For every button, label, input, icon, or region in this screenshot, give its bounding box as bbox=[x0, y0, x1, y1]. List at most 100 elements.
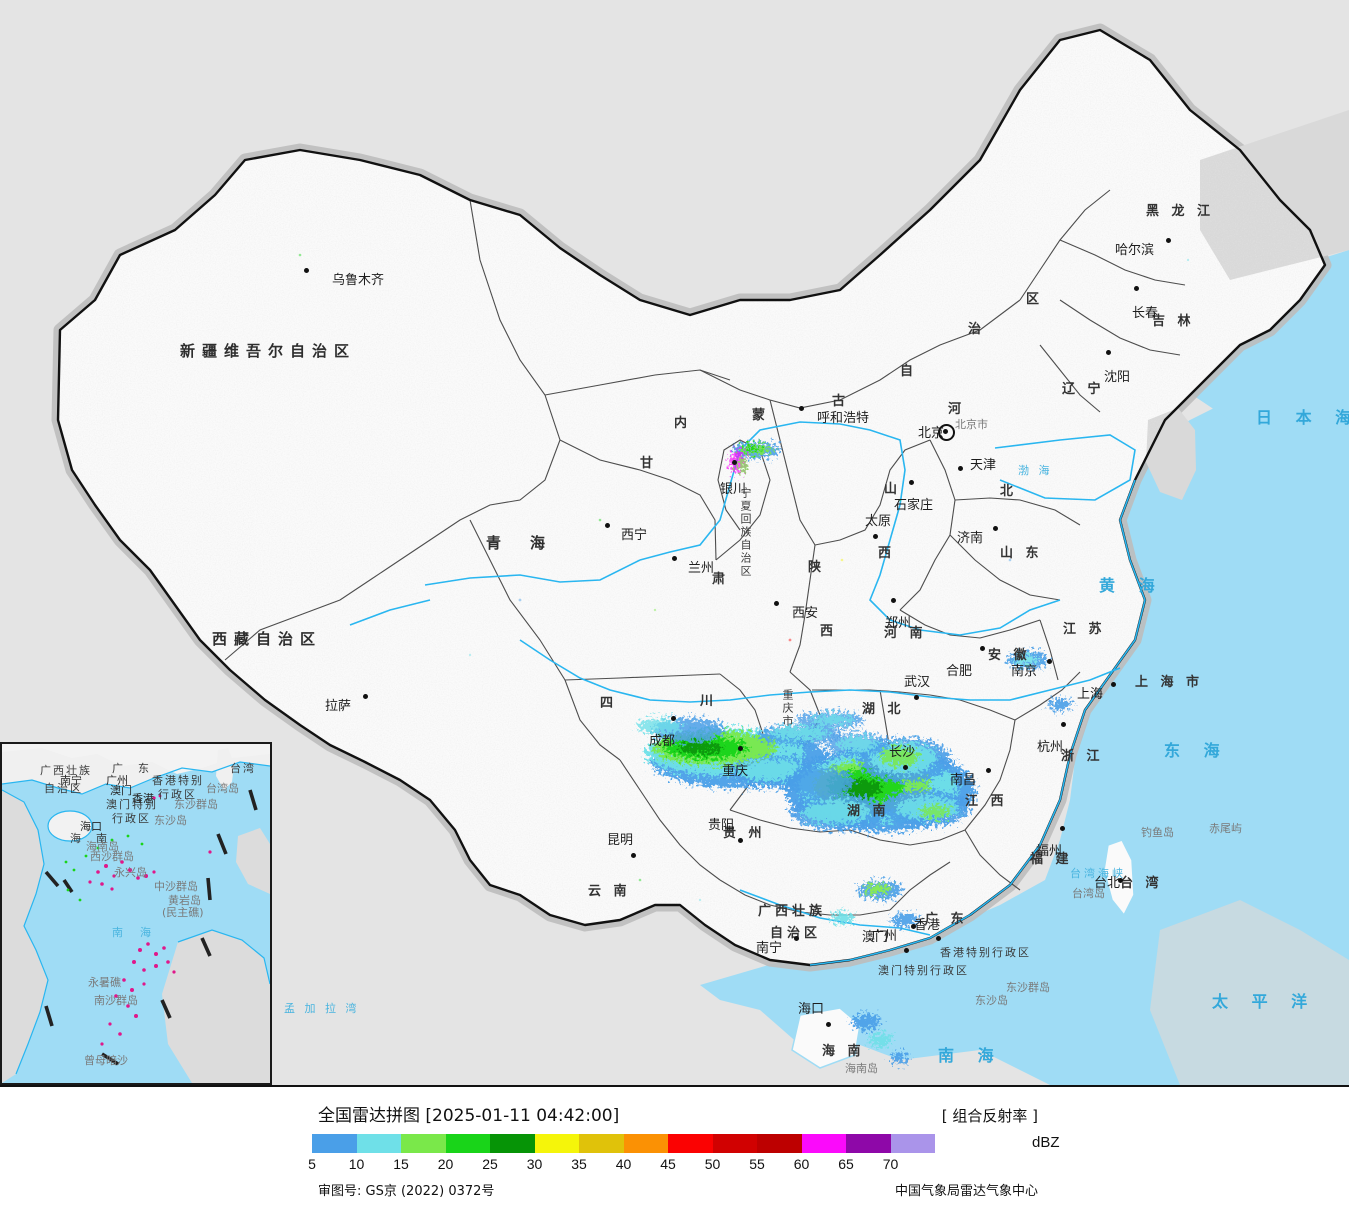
inset-label-25: 南沙群岛 bbox=[94, 994, 138, 1007]
map-canvas[interactable]: 新疆维吾尔自治区 西藏自治区青 海内蒙古自治区黑 龙 江吉 林辽 宁河北山西山 东… bbox=[0, 0, 1349, 1085]
province-label-4: 蒙 bbox=[752, 408, 770, 423]
sea-label-3: 太 平 洋 bbox=[1212, 992, 1317, 1011]
province-label-25: 上 海 市 bbox=[1135, 675, 1204, 690]
inset-label-24: 永暑礁 bbox=[88, 976, 121, 989]
scale-tick-50: 50 bbox=[704, 1156, 721, 1172]
scale-tick-65: 65 bbox=[838, 1156, 854, 1172]
province-label-42: 澳门特别行政区 bbox=[878, 964, 969, 977]
color-swatch-5[interactable] bbox=[312, 1134, 357, 1153]
color-swatch-50[interactable] bbox=[712, 1134, 757, 1153]
color-swatch-20[interactable] bbox=[445, 1134, 490, 1153]
inset-label-22: (民主礁) bbox=[162, 906, 204, 919]
province-label-1: 西藏自治区 bbox=[212, 630, 323, 648]
city-label-30: 香港 bbox=[914, 918, 941, 933]
province-label-33: 福 建 bbox=[1030, 852, 1073, 867]
province-label-5: 古 bbox=[832, 394, 850, 409]
province-label-16: 山 东 bbox=[1000, 546, 1043, 561]
island-label-5: 海南岛 bbox=[845, 1062, 878, 1075]
color-swatch-10[interactable] bbox=[356, 1134, 401, 1153]
city-label-32: 海口 bbox=[798, 1002, 825, 1017]
inset-map-graphic bbox=[2, 744, 270, 1083]
color-scale[interactable]: dBZ 5 10 15 20 25 30 35 40 45 50 55 60 65 70 bbox=[308, 1134, 1060, 1176]
city-marker-28 bbox=[794, 936, 799, 941]
city-marker-6 bbox=[605, 523, 610, 528]
scale-tick-5: 5 bbox=[308, 1156, 316, 1172]
city-marker-17 bbox=[1111, 682, 1116, 687]
city-label-8: 北京 bbox=[918, 426, 945, 441]
color-scale-bar[interactable] bbox=[312, 1134, 935, 1153]
scale-tick-20: 20 bbox=[437, 1156, 454, 1172]
city-label-21: 拉萨 bbox=[325, 699, 352, 714]
province-label-20: 陕 bbox=[808, 560, 826, 575]
inset-label-23: 南 海 bbox=[112, 926, 154, 939]
city-label-0: 乌鲁木齐 bbox=[332, 273, 385, 288]
province-label-37: 自治区 bbox=[770, 926, 822, 941]
inset-label-16: 海 南 bbox=[70, 832, 109, 845]
city-label-17: 上海 bbox=[1077, 687, 1104, 702]
inset-label-11: 香港 bbox=[132, 792, 154, 805]
sea-label-4: 南 海 bbox=[938, 1046, 1003, 1065]
city-label-33: 台北 bbox=[1094, 876, 1121, 891]
city-marker-19 bbox=[986, 768, 991, 773]
south-china-sea-inset[interactable]: 广西壮族 自治区 广 东 台湾 南宁 广州 香港特别 行政区 澳门特别 行政区 澳门 香港 台湾岛 东沙群… bbox=[0, 742, 272, 1085]
color-swatch-55[interactable] bbox=[757, 1134, 802, 1153]
inset-label-4: 南宁 bbox=[60, 774, 82, 787]
city-label-6: 西宁 bbox=[621, 528, 648, 543]
city-marker-0 bbox=[304, 268, 309, 273]
province-label-32: 江 西 bbox=[965, 794, 1008, 809]
city-label-13: 西安 bbox=[792, 606, 819, 621]
city-marker-25 bbox=[903, 765, 908, 770]
inset-label-1: 自治区 bbox=[44, 782, 83, 795]
province-label-8: 区 bbox=[1026, 292, 1044, 307]
city-marker-30 bbox=[936, 936, 941, 941]
color-swatch-40[interactable] bbox=[623, 1134, 668, 1153]
city-label-9: 天津 bbox=[970, 458, 997, 473]
city-label-4: 呼和浩特 bbox=[817, 411, 870, 426]
city-label-26: 贵阳 bbox=[708, 818, 735, 833]
sea-label-7: 台湾海峡 bbox=[1070, 867, 1126, 880]
color-swatch-45[interactable] bbox=[668, 1134, 713, 1153]
echo-ningxia bbox=[730, 442, 780, 474]
province-label-10: 吉 林 bbox=[1152, 314, 1195, 329]
color-swatch-25[interactable] bbox=[490, 1134, 535, 1153]
sea-label-6: 孟 加 拉 湾 bbox=[284, 1002, 360, 1015]
province-label-41: 香港特别行政区 bbox=[940, 946, 1031, 959]
scale-tick-25: 25 bbox=[482, 1156, 498, 1172]
city-label-14: 郑州 bbox=[885, 616, 912, 631]
approval-number: 审图号: GS京 (2022) 0372号 bbox=[318, 1184, 495, 1199]
color-swatch-65[interactable] bbox=[846, 1134, 891, 1153]
province-label-9: 黑 龙 江 bbox=[1146, 204, 1215, 219]
color-swatch-35[interactable] bbox=[579, 1134, 624, 1153]
inset-label-5: 广州 bbox=[106, 774, 128, 787]
province-label-21: 西 bbox=[820, 624, 838, 639]
color-swatch-70[interactable] bbox=[890, 1134, 935, 1153]
scale-tick-55: 55 bbox=[749, 1156, 765, 1172]
province-label-36: 广西壮族 bbox=[758, 904, 827, 919]
color-swatch-30[interactable] bbox=[534, 1134, 579, 1153]
scale-tick-10: 10 bbox=[348, 1156, 365, 1172]
province-label-12: 河 bbox=[948, 402, 966, 417]
inset-label-21: 黄岩岛 bbox=[168, 894, 201, 907]
city-label-1: 哈尔滨 bbox=[1115, 243, 1155, 258]
city-label-28: 南宁 bbox=[756, 941, 783, 956]
city-label-5: 银川 bbox=[720, 482, 747, 497]
city-marker-2 bbox=[1134, 286, 1139, 291]
sea-label-0: 日 本 海 bbox=[1256, 408, 1349, 427]
city-marker-9 bbox=[958, 466, 963, 471]
inset-label-20: 中沙群岛 bbox=[154, 880, 198, 893]
inset-label-19: 永兴岛 bbox=[114, 866, 147, 879]
city-marker-20 bbox=[1060, 826, 1065, 831]
city-label-31: 澳门 bbox=[862, 930, 889, 945]
inset-label-12: 台湾岛 bbox=[206, 782, 239, 795]
inset-label-10: 澳门 bbox=[110, 784, 132, 797]
city-label-25: 长沙 bbox=[889, 745, 916, 760]
scale-tick-70: 70 bbox=[882, 1156, 899, 1172]
color-swatch-15[interactable] bbox=[401, 1134, 446, 1153]
color-swatch-60[interactable] bbox=[801, 1134, 846, 1153]
province-label-17: 甘 bbox=[640, 456, 658, 471]
island-label-6: 北京市 bbox=[955, 418, 988, 431]
province-label-0: 新疆维吾尔自治区 bbox=[180, 342, 357, 360]
inset-label-0: 广西壮族 bbox=[40, 764, 92, 777]
province-label-3: 内 bbox=[674, 416, 692, 431]
city-marker-13 bbox=[774, 601, 779, 606]
